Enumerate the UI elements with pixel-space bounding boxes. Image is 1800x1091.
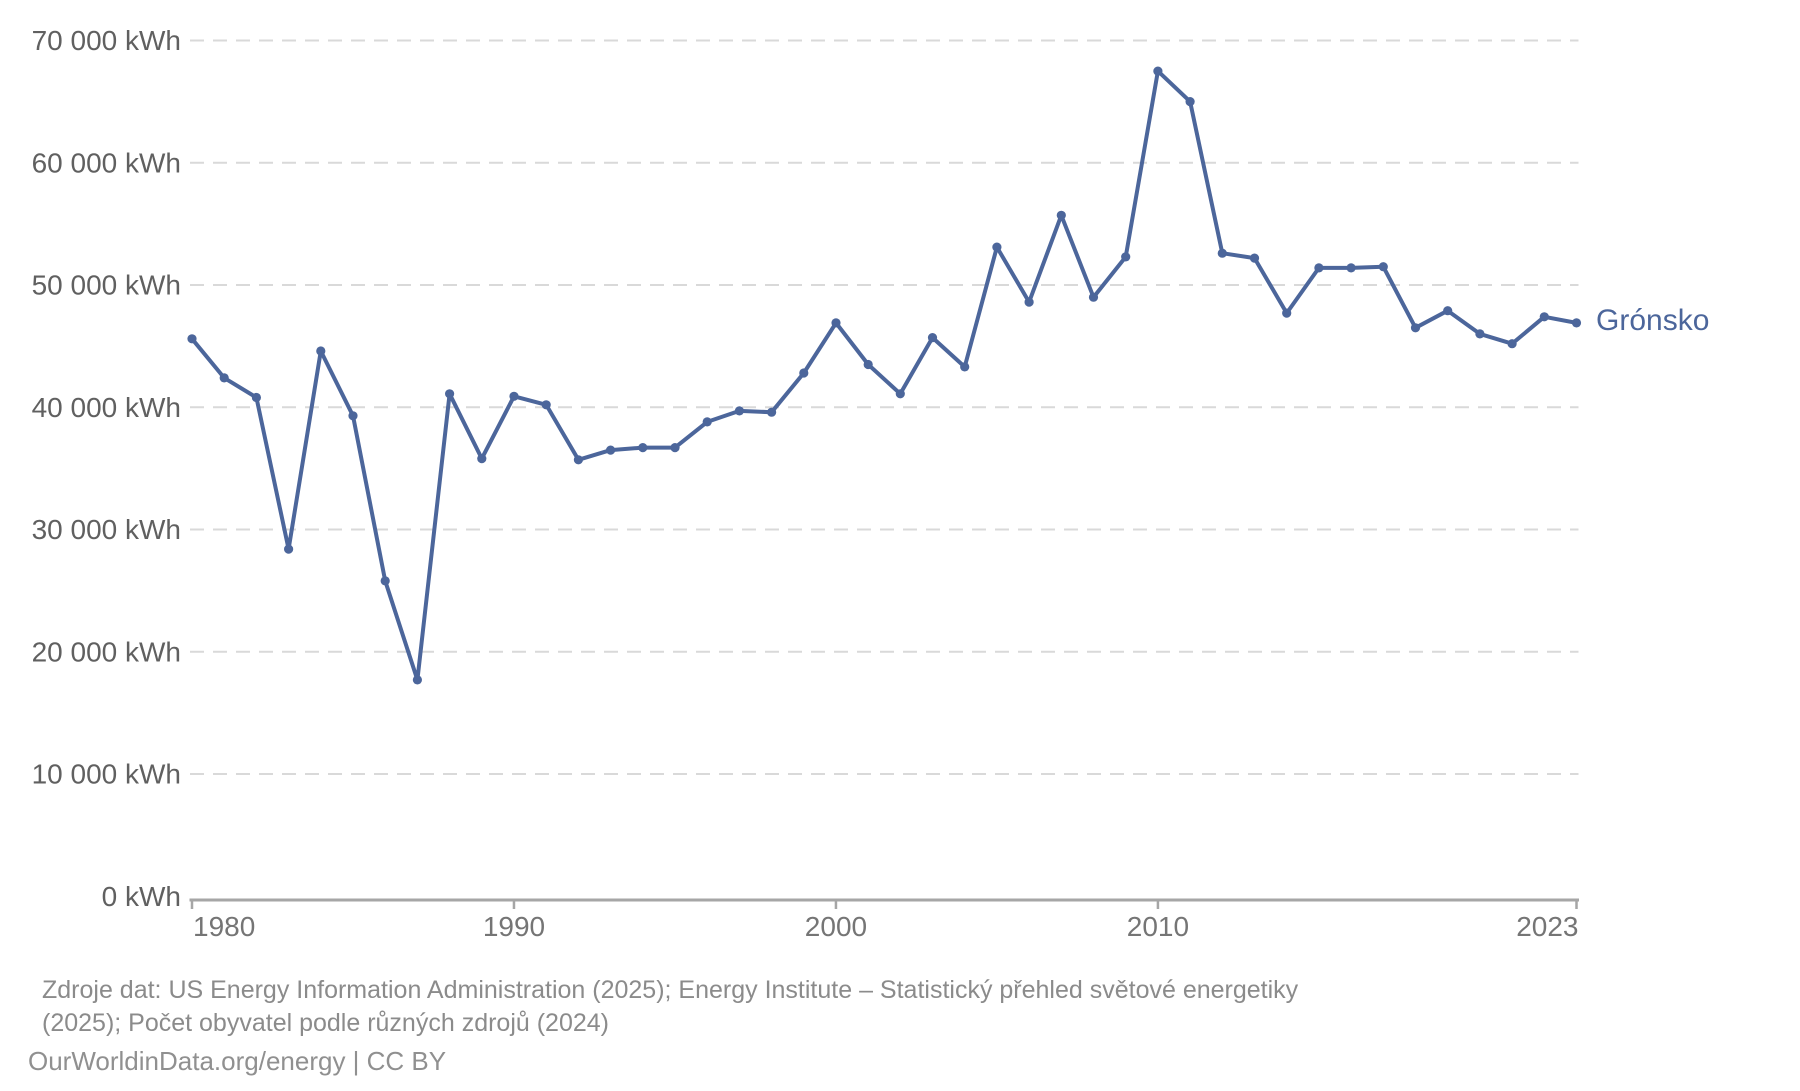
- data-point-2015[interactable]: [1314, 263, 1324, 273]
- data-point-2000[interactable]: [831, 318, 841, 328]
- series-label-gronsko[interactable]: Grónsko: [1596, 303, 1710, 337]
- data-point-1985[interactable]: [348, 411, 358, 421]
- data-point-2023[interactable]: [1571, 318, 1582, 328]
- data-point-1984[interactable]: [316, 346, 326, 356]
- attribution-link[interactable]: OurWorldinData.org/energy | CC BY: [28, 1046, 447, 1076]
- y-axis-tick-label: 50 000 kWh: [32, 270, 181, 301]
- y-axis-tick-label: 0 kWh: [102, 881, 181, 912]
- data-point-1996[interactable]: [702, 417, 712, 427]
- data-point-2005[interactable]: [992, 242, 1002, 252]
- data-sources-note: Zdroje dat: US Energy Information Admini…: [42, 974, 1762, 1040]
- data-point-2008[interactable]: [1088, 292, 1099, 302]
- data-point-1987[interactable]: [412, 675, 422, 685]
- data-point-2019[interactable]: [1443, 306, 1453, 316]
- data-point-2010[interactable]: [1153, 66, 1163, 76]
- data-point-1982[interactable]: [251, 392, 261, 403]
- data-point-2004[interactable]: [960, 362, 970, 372]
- data-line-gronsko[interactable]: [190, 69, 1579, 682]
- data-point-1983[interactable]: [284, 544, 294, 554]
- data-point-2016[interactable]: [1346, 263, 1356, 273]
- y-axis-tick-label: 70 000 kWh: [32, 25, 181, 56]
- y-axis-tick-label: 30 000 kWh: [32, 514, 181, 545]
- data-point-2011[interactable]: [1185, 97, 1195, 107]
- data-sources-line-2: (2025); Počet obyvatel podle různých zdr…: [42, 1009, 609, 1037]
- x-axis-tick-label: 1990: [483, 911, 545, 942]
- data-point-1989[interactable]: [477, 454, 487, 464]
- data-point-2013[interactable]: [1249, 253, 1260, 263]
- data-point-2012[interactable]: [1217, 248, 1227, 258]
- data-point-1993[interactable]: [606, 445, 616, 455]
- data-point-2021[interactable]: [1507, 339, 1517, 349]
- data-point-1988[interactable]: [445, 389, 455, 399]
- data-point-2007[interactable]: [1056, 210, 1066, 220]
- data-point-1997[interactable]: [734, 406, 745, 416]
- data-point-1990[interactable]: [509, 391, 519, 401]
- x-axis-tick-label: 2000: [805, 911, 867, 942]
- data-point-2018[interactable]: [1410, 323, 1421, 333]
- data-point-2002[interactable]: [895, 389, 905, 399]
- y-axis-tick-label: 20 000 kWh: [32, 636, 181, 667]
- data-point-2020[interactable]: [1475, 329, 1485, 339]
- data-point-1980[interactable]: [187, 334, 197, 344]
- y-axis-tick-label: 60 000 kWh: [32, 147, 181, 178]
- data-point-1999[interactable]: [799, 368, 809, 378]
- y-axis-tick-label: 10 000 kWh: [32, 759, 181, 790]
- data-point-1986[interactable]: [380, 576, 390, 586]
- data-point-2009[interactable]: [1121, 252, 1131, 262]
- data-point-2003[interactable]: [927, 333, 938, 343]
- data-sources-line-1: Zdroje dat: US Energy Information Admini…: [42, 976, 1299, 1004]
- data-point-1991[interactable]: [541, 400, 551, 410]
- x-axis-tick-label: 2010: [1127, 911, 1189, 942]
- data-point-1992[interactable]: [573, 455, 584, 465]
- y-axis-tick-label: 40 000 kWh: [32, 392, 181, 423]
- data-point-1995[interactable]: [670, 443, 680, 453]
- data-point-2006[interactable]: [1024, 297, 1034, 307]
- data-point-2017[interactable]: [1378, 262, 1388, 272]
- data-point-1981[interactable]: [219, 373, 229, 383]
- x-axis-tick-label: 1980: [193, 911, 255, 942]
- x-axis-tick-label: 2023: [1516, 911, 1578, 942]
- data-point-1994[interactable]: [638, 443, 648, 453]
- line-chart-canvas: 0 kWh 10 000 kWh 20 000 kWh 30 000 kWh 40 00…: [32, 25, 1582, 942]
- data-point-1998[interactable]: [767, 407, 777, 417]
- data-point-2014[interactable]: [1282, 308, 1292, 318]
- data-point-2001[interactable]: [863, 359, 873, 370]
- data-point-2022[interactable]: [1539, 312, 1549, 322]
